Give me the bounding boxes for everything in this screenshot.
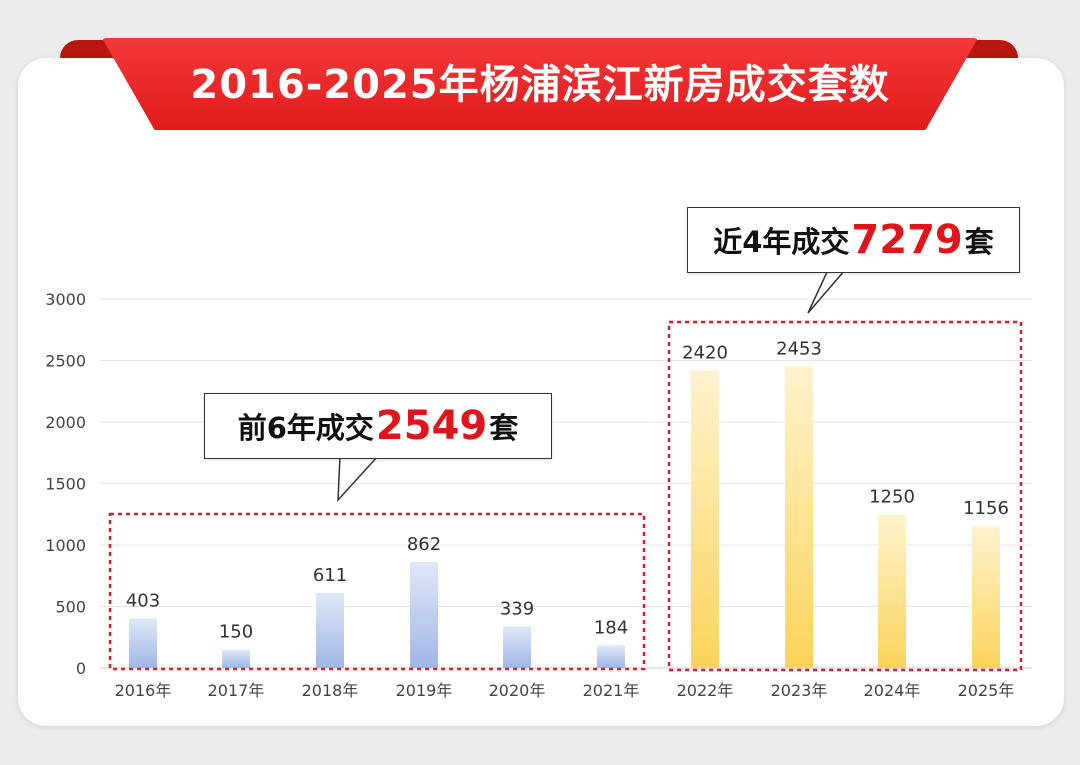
bar [316,592,344,668]
bar [691,370,719,668]
group-box-right [667,320,1023,672]
group-highlight-boxes [108,320,1023,672]
x-axis: 2016年 2017年 2018年 2019年 2020年 2021年 2022年 2023年… [115,681,1015,700]
bar-value-label: 862 [407,534,441,555]
bar [129,618,157,668]
bar-value-label: 184 [594,617,628,638]
callout-right-suffix: 套 [964,225,994,259]
bar-value-label: 611 [313,565,347,586]
bar-value-label: 339 [500,598,534,619]
x-tick-label: 2021年 [583,681,640,700]
bar [878,514,906,668]
x-tick-label: 2018年 [302,681,359,700]
y-tick-label: 1000 [45,536,86,555]
chart-title: 2016-2025年杨浦滨江新房成交套数 [190,62,890,108]
callout-left-prefix: 前6年成交 [237,411,374,445]
y-tick-label: 1500 [45,475,86,494]
callout-right-number: 7279 [851,217,963,263]
group-box-left [108,512,646,671]
x-tick-label: 2024年 [864,681,921,700]
y-tick-label: 500 [55,598,86,617]
y-tick-label: 2000 [45,413,86,432]
x-tick-label: 2025年 [958,681,1015,700]
x-tick-label: 2016年 [115,681,172,700]
bar-value-label: 1250 [869,486,915,507]
callout-right-pointer [807,269,847,314]
bar-value-label: 150 [219,622,253,643]
x-tick-label: 2022年 [677,681,734,700]
callout-left-suffix: 套 [489,411,519,445]
bar [972,525,1000,668]
callout-left-pointer [337,455,380,503]
bar [222,649,250,668]
y-tick-label: 3000 [45,290,86,309]
callout-right: 近4年成交 7279 套 [687,207,1020,273]
bar [597,645,625,668]
bar-value-label: 1156 [963,498,1009,519]
bars [129,366,1000,668]
callout-left-number: 2549 [375,403,488,449]
callout-right-prefix: 近4年成交 [713,225,850,259]
x-tick-label: 2020年 [489,681,546,700]
bar-value-label: 2420 [682,342,728,363]
x-tick-label: 2023年 [771,681,828,700]
bar [503,626,531,668]
gridlines [100,298,1032,669]
data-labels: 403 150 611 862 339 184 2420 2453 1250 1156 [126,338,1009,642]
bar [785,366,813,668]
x-tick-label: 2017年 [208,681,265,700]
y-axis: 0 500 1000 1500 2000 2500 3000 [45,290,86,678]
y-tick-label: 0 [76,659,86,678]
bar [410,561,438,668]
bar-value-label: 2453 [776,338,822,359]
title-banner: 2016-2025年杨浦滨江新房成交套数 [102,38,978,130]
y-tick-label: 2500 [45,352,86,371]
x-tick-label: 2019年 [396,681,453,700]
bar-value-label: 403 [126,590,160,611]
callout-left: 前6年成交 2549 套 [204,393,552,459]
callout-pointers [337,269,847,503]
